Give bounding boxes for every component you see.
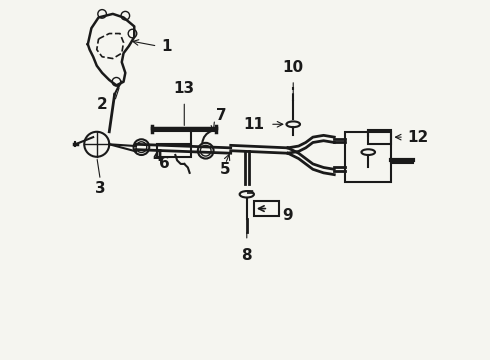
Text: 9: 9 <box>283 208 293 223</box>
Text: 7: 7 <box>217 108 227 123</box>
Text: 1: 1 <box>161 39 172 54</box>
Text: 10: 10 <box>283 60 304 75</box>
Text: 13: 13 <box>174 81 195 96</box>
Text: 8: 8 <box>242 248 252 263</box>
Text: 11: 11 <box>244 117 265 132</box>
Text: 6: 6 <box>159 157 170 171</box>
Text: 12: 12 <box>408 130 429 145</box>
Text: 4: 4 <box>152 149 163 164</box>
Bar <box>345 132 392 182</box>
Text: 5: 5 <box>220 162 231 177</box>
Text: 3: 3 <box>95 181 106 197</box>
Bar <box>254 202 279 216</box>
Bar <box>368 130 392 144</box>
Text: 2: 2 <box>97 98 107 112</box>
